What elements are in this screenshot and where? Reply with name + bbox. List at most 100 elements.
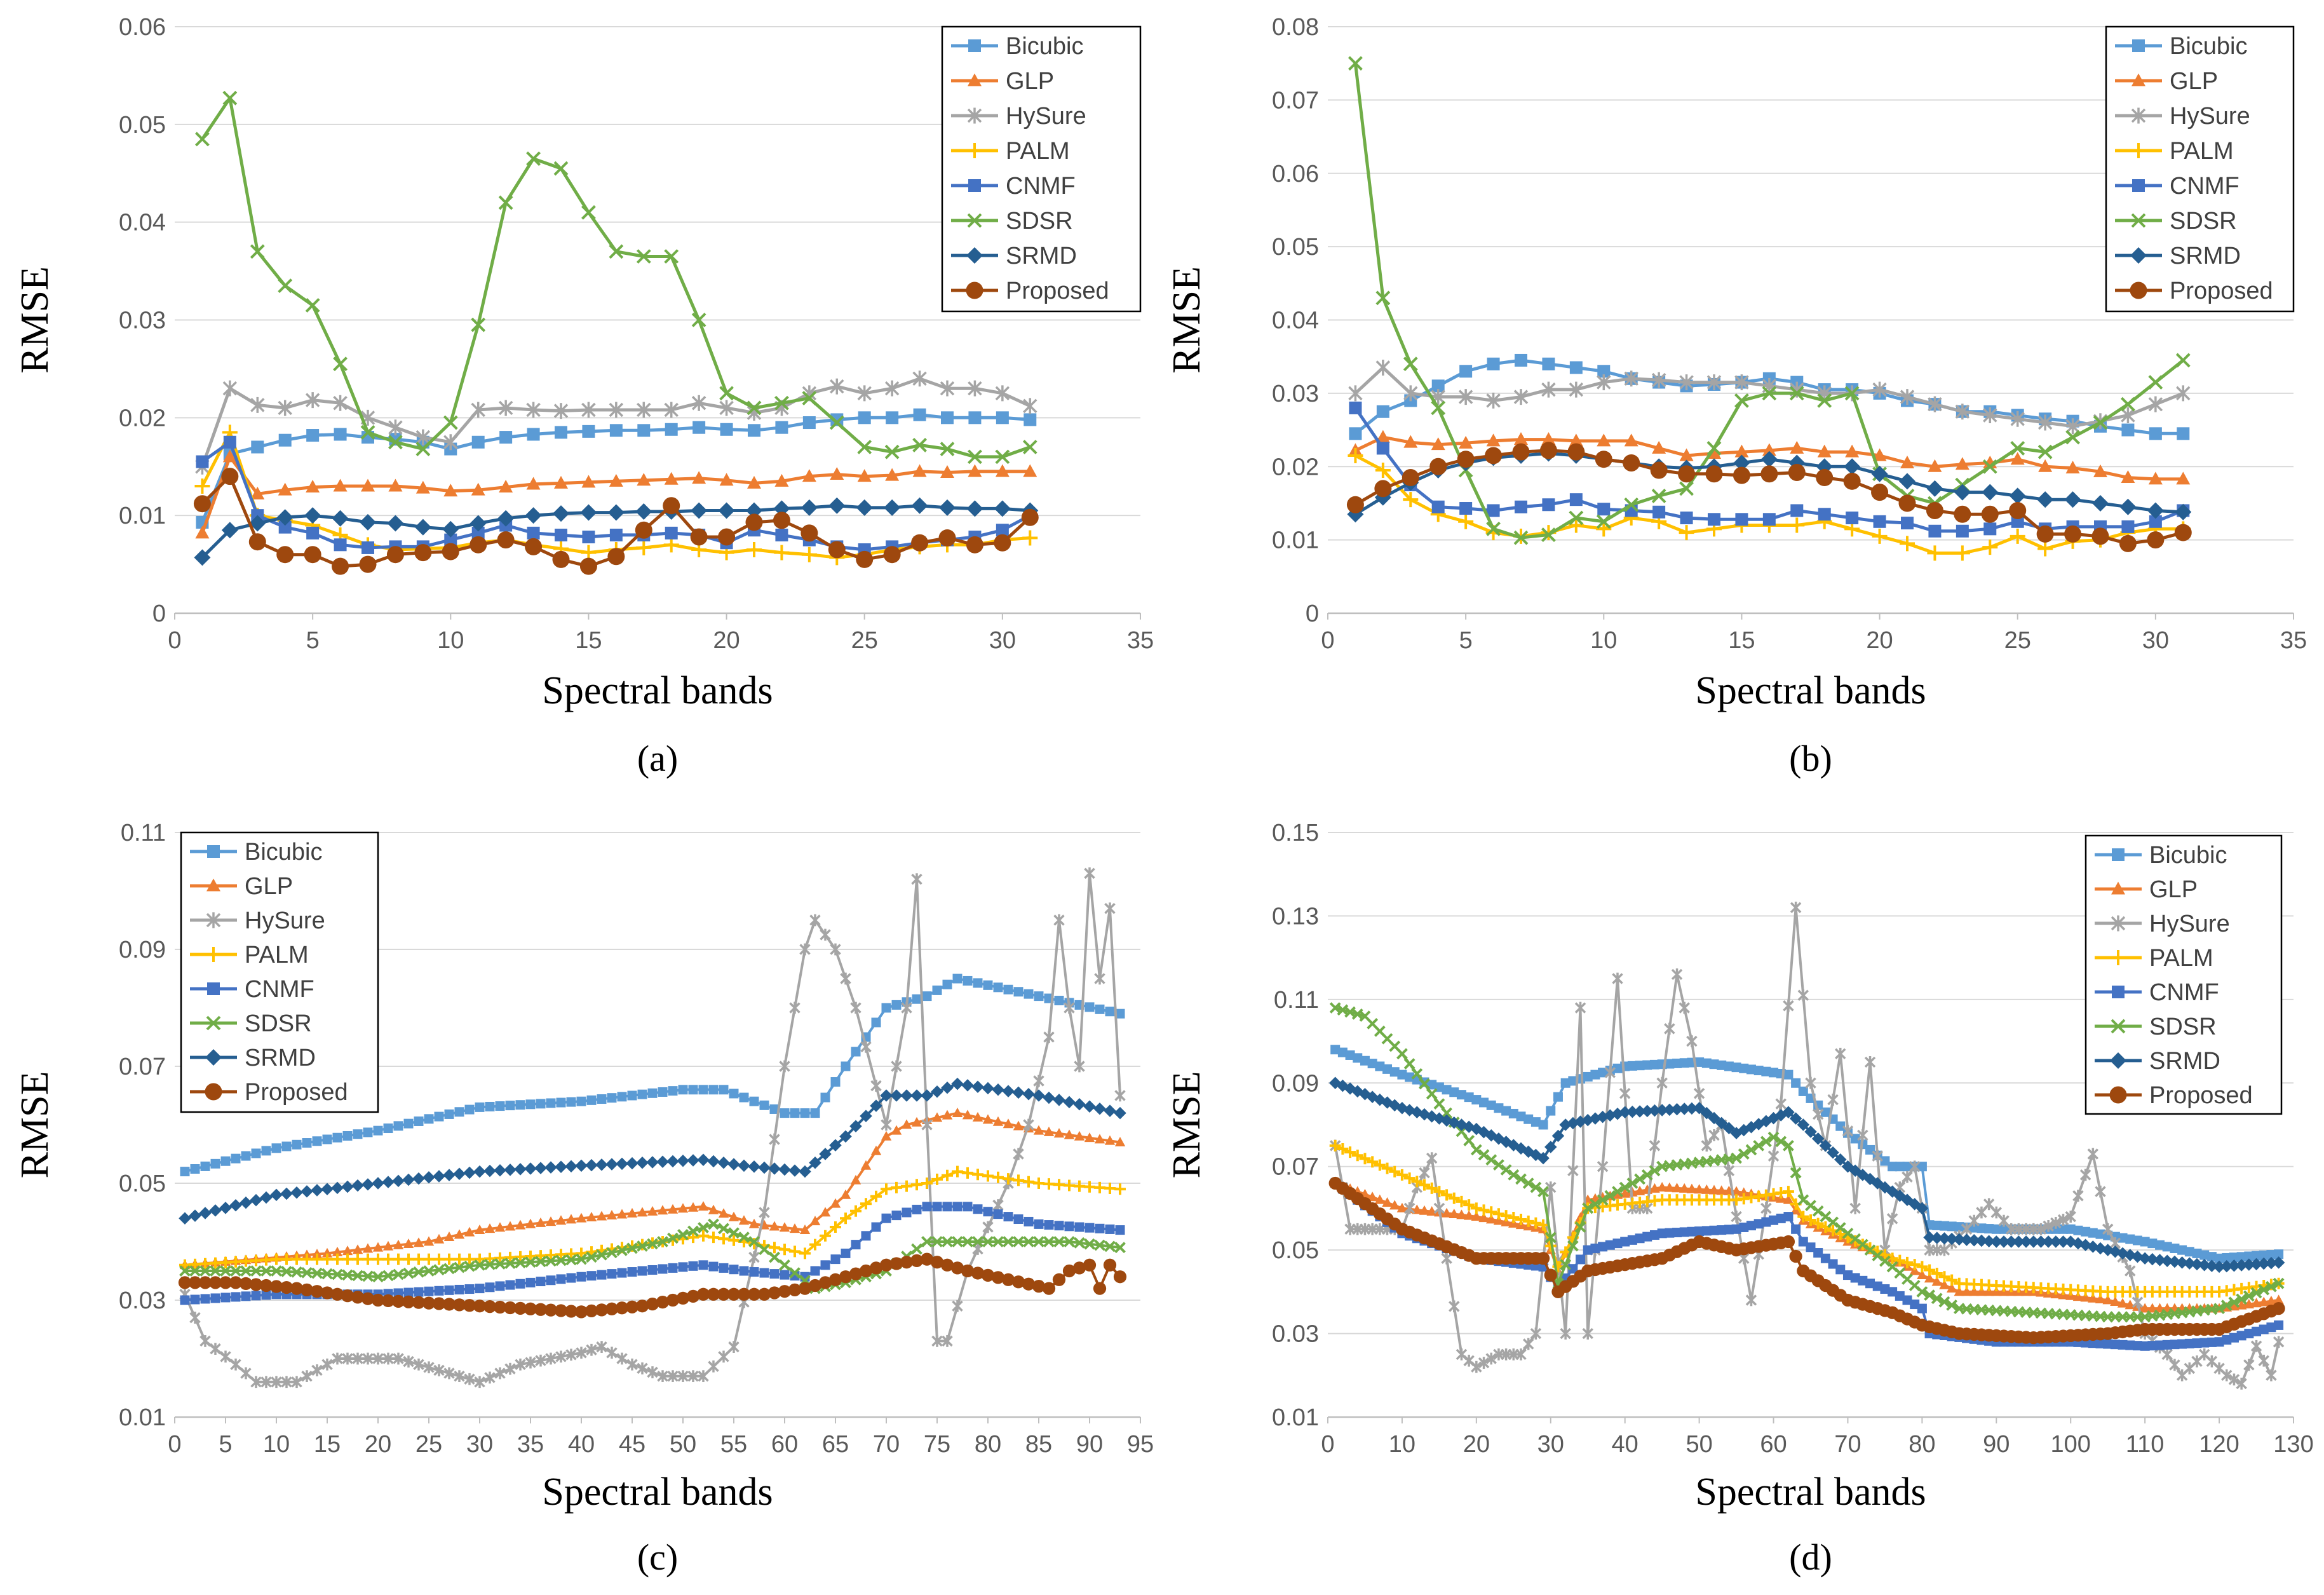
data-point-proposed <box>808 1279 822 1293</box>
data-point-glp <box>2102 1294 2113 1305</box>
data-point-palm <box>271 1253 282 1265</box>
data-point-srmd <box>331 1181 344 1195</box>
data-point-srmd <box>1063 1096 1076 1109</box>
data-point-palm <box>687 1232 699 1244</box>
data-point-bicubic <box>698 1085 708 1095</box>
legend-label-palm: PALM <box>2170 138 2234 165</box>
data-point-hysure <box>1013 1148 1024 1160</box>
data-point-glp <box>2266 1296 2277 1306</box>
data-point-proposed <box>767 1286 781 1300</box>
data-point-palm <box>870 1190 882 1202</box>
data-point-bicubic <box>271 1143 281 1153</box>
data-point-proposed <box>359 555 377 573</box>
data-point-glp <box>820 1207 831 1217</box>
data-point-sdsr <box>606 1247 618 1259</box>
data-point-hysure <box>968 380 982 397</box>
data-point-glp <box>995 464 1010 477</box>
data-point-glp <box>1790 440 1804 454</box>
data-point-cnmf <box>688 1261 698 1271</box>
data-point-srmd <box>199 1207 212 1219</box>
data-point-proposed <box>595 1303 609 1317</box>
data-point-cnmf <box>1983 522 1997 536</box>
data-point-srmd <box>1053 1094 1065 1106</box>
data-point-glp <box>911 1116 922 1127</box>
data-point-sdsr <box>1544 1232 1557 1244</box>
data-point-bicubic <box>1397 1069 1407 1080</box>
data-point-sdsr <box>281 1266 292 1277</box>
data-point-hysure <box>464 1373 475 1385</box>
x-tick-label: 40 <box>1612 1431 1638 1458</box>
data-point-hysure <box>565 1348 577 1361</box>
data-point-glp <box>555 1215 567 1225</box>
data-point-palm <box>382 1253 394 1265</box>
data-point-cnmf <box>1708 513 1720 526</box>
data-point-srmd <box>1827 1146 1839 1159</box>
data-point-cnmf <box>1846 512 1859 525</box>
data-point-sdsr <box>240 1265 252 1277</box>
data-point-palm <box>199 1258 211 1270</box>
data-point-sdsr <box>1706 440 1722 456</box>
data-point-sdsr <box>1375 290 1391 306</box>
data-point-hysure <box>1827 1094 1839 1106</box>
data-point-sdsr <box>222 90 238 105</box>
data-point-hysure <box>1624 370 1638 387</box>
data-point-glp <box>403 1239 414 1249</box>
data-point-cnmf <box>515 1279 525 1289</box>
data-point-glp <box>504 1221 516 1231</box>
data-point-cnmf <box>1620 1237 1630 1247</box>
data-point-hysure <box>1928 396 1942 412</box>
data-point-hysure <box>2072 1190 2084 1202</box>
data-point-glp <box>515 1219 526 1230</box>
data-point-palm <box>850 1205 861 1217</box>
y-tick-label: 0.03 <box>119 308 166 334</box>
data-point-hysure <box>403 1355 414 1368</box>
data-point-cnmf <box>1701 1226 1712 1236</box>
data-point-hysure <box>912 370 927 387</box>
data-point-hysure <box>637 1362 648 1374</box>
data-point-bicubic <box>495 1101 505 1111</box>
data-point-hysure <box>1485 1352 1497 1365</box>
data-point-bicubic <box>1508 1108 1518 1118</box>
data-point-hysure <box>1023 398 1037 414</box>
data-point-srmd <box>2257 1257 2270 1270</box>
legend-label-bicubic: Bicubic <box>245 839 323 865</box>
data-point-hysure <box>1458 389 1473 405</box>
data-point-proposed <box>798 1282 812 1295</box>
data-point-bicubic <box>454 1107 464 1117</box>
data-point-bicubic <box>1530 1117 1541 1127</box>
data-point-cnmf <box>769 1269 780 1279</box>
data-point-sdsr <box>1560 1259 1572 1271</box>
legend-swatch-marker <box>967 213 982 228</box>
data-point-bicubic <box>1479 1097 1489 1108</box>
data-point-bicubic <box>963 975 973 986</box>
data-point-srmd <box>687 1154 699 1167</box>
data-point-sdsr <box>2010 440 2025 456</box>
data-point-srmd <box>276 509 294 526</box>
data-point-bicubic <box>2236 1252 2246 1262</box>
data-point-sdsr <box>1864 1244 1876 1256</box>
data-point-proposed <box>320 1286 334 1300</box>
data-point-cnmf <box>536 1277 546 1287</box>
data-point-glp <box>474 1224 485 1234</box>
data-point-proposed <box>911 534 929 552</box>
data-point-hysure <box>2228 1373 2240 1386</box>
data-point-cnmf <box>1731 1224 1741 1234</box>
legend-swatch-marker <box>2130 282 2147 299</box>
data-point-proposed <box>1346 496 1364 513</box>
data-point-hysure <box>454 1370 465 1382</box>
legend-label-srmd: SRMD <box>2149 1048 2220 1075</box>
data-point-glp <box>830 467 844 480</box>
data-point-sdsr <box>2175 353 2191 368</box>
data-point-hysure <box>443 434 458 451</box>
data-point-cnmf <box>1917 1303 1927 1313</box>
data-point-sdsr <box>636 249 651 264</box>
data-point-proposed <box>2119 534 2137 552</box>
data-point-srmd <box>758 1161 771 1174</box>
data-point-bicubic <box>1003 984 1013 994</box>
data-point-sdsr <box>1817 393 1832 408</box>
data-point-glp <box>802 469 816 482</box>
x-tick-label: 20 <box>1463 1431 1490 1458</box>
data-point-bicubic <box>637 424 651 437</box>
legend-swatch-marker <box>2132 179 2145 192</box>
data-point-hysure <box>667 1370 679 1382</box>
